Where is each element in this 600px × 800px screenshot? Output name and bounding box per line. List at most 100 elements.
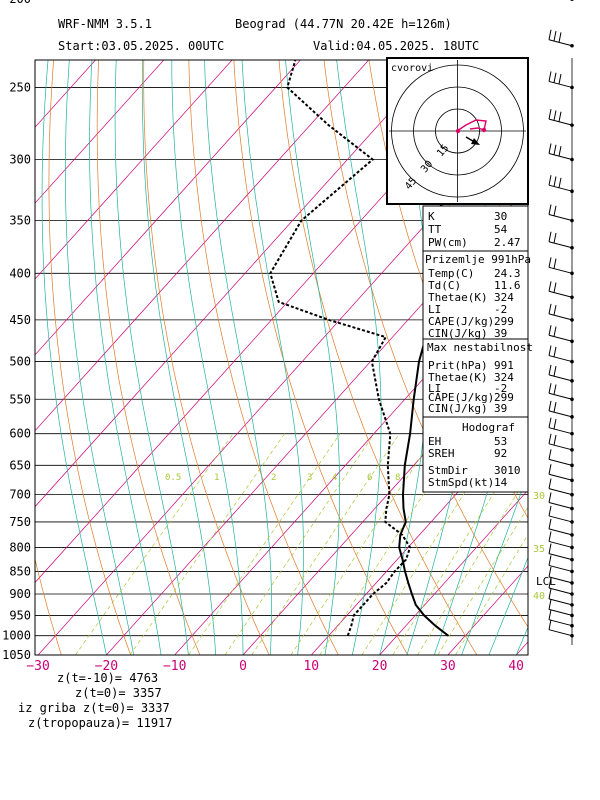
mixing-ratio-label: 1 xyxy=(214,473,219,483)
wind-barb-feather xyxy=(553,346,557,357)
plot-area xyxy=(0,0,528,655)
mixing-ratio-label: 6 xyxy=(367,473,372,483)
index-label: PW(cm) xyxy=(428,236,468,249)
surface-value: 324 xyxy=(494,291,514,304)
temperature-axis: −30 −20 −10 0 10 20 30 40 xyxy=(26,659,524,674)
wind-barb-feather xyxy=(548,619,552,630)
dry-adiabat xyxy=(96,60,201,655)
wind-barb-feather xyxy=(553,402,557,413)
pressure-tick-label: 800 xyxy=(9,540,31,554)
wind-barb-feather xyxy=(558,111,562,122)
temperature-tick-label: 10 xyxy=(303,659,319,674)
isotherm xyxy=(35,60,301,356)
dry-adiabat xyxy=(143,60,270,655)
moist-adiabat xyxy=(41,60,107,655)
mixing-ratio-label: 4 xyxy=(332,473,337,483)
moist-adiabat xyxy=(171,60,244,655)
isotherm xyxy=(379,489,528,655)
wind-barb-feather xyxy=(548,364,552,375)
pressure-tick-label: 450 xyxy=(9,313,31,327)
footer-line: z(t=-10)= 4763 xyxy=(57,671,158,685)
hodobox-value: 14 xyxy=(494,476,508,489)
dry-adiabat xyxy=(35,557,62,655)
pressure-tick-label: 950 xyxy=(9,608,31,622)
maxinst-value: 324 xyxy=(494,371,514,384)
wind-barb-shaft xyxy=(548,619,573,627)
wind-barb-shaft xyxy=(548,334,573,342)
moist-adiabat xyxy=(336,60,382,655)
valid-time: Valid:04.05.2025. 18UTC xyxy=(313,39,479,53)
hodobox-label: EH xyxy=(428,435,441,448)
pressure-tick-label: 250 xyxy=(9,80,31,94)
wind-barb-shaft xyxy=(548,427,573,435)
hodobox-value: 3010 xyxy=(494,464,521,477)
isobars xyxy=(35,87,528,655)
mixing-ratio-label: 8 xyxy=(395,473,400,483)
wind-barb-feather xyxy=(553,232,557,244)
storm-motion-arrowhead xyxy=(471,138,480,145)
wind-barb-feather xyxy=(548,609,552,620)
surface-value: -2 xyxy=(494,303,507,316)
isotherm xyxy=(242,337,528,655)
wind-barb-point xyxy=(570,415,574,419)
mixing-ratio-line xyxy=(251,433,400,655)
wind-barb-feather xyxy=(553,72,557,83)
hodograph-ring xyxy=(413,86,502,176)
wind-barb-point xyxy=(570,0,574,1)
isotherm xyxy=(37,110,528,655)
moist-adiabat xyxy=(114,60,189,655)
wind-barb-feather xyxy=(548,577,552,589)
pressure-axis: 1502002503003504004505005506006507007508… xyxy=(2,0,31,662)
wind-barb-feather xyxy=(548,281,552,292)
wind-barb-shaft xyxy=(548,443,573,451)
indices-box: K 30 TT 54 PW(cm) 2.47 xyxy=(422,205,529,252)
moist-adiabat xyxy=(141,60,217,655)
wind-barb-shaft xyxy=(548,576,573,584)
wind-height-label: 30 xyxy=(533,491,545,502)
isotherm xyxy=(0,0,184,655)
wind-barb-shaft xyxy=(548,502,573,510)
maxinst-label: Prit(hPa) xyxy=(428,359,488,372)
wind-barb-feather xyxy=(548,325,552,336)
wind-barb-feather xyxy=(553,366,557,377)
wind-barb-shaft xyxy=(548,392,573,400)
hodograph-label: cvorovi xyxy=(391,63,433,74)
maxinst-label: Thetae(K) xyxy=(428,371,488,384)
wind-barb-feather xyxy=(553,435,557,446)
mixing-ratio-line xyxy=(129,433,285,655)
wind-barb-feather xyxy=(548,383,552,394)
wind-barb-feather xyxy=(548,400,552,411)
isotherm xyxy=(35,60,370,432)
wind-barb-feather xyxy=(548,566,552,577)
hodograph-params-box: Hodograf EH 53 SREH 92 StmDir 3010 StmSp… xyxy=(422,416,529,493)
model-title: WRF-NMM 3.5.1 xyxy=(58,17,152,31)
dry-adiabat xyxy=(188,60,339,655)
wind-barb-shaft xyxy=(548,118,573,126)
wind-barb-feather xyxy=(553,305,557,316)
hodograph-point xyxy=(455,128,461,134)
mixing-ratio-label: 2 xyxy=(271,473,276,483)
wind-barbs xyxy=(548,0,574,638)
wind-barb-shaft xyxy=(548,214,573,221)
dry-adiabat xyxy=(48,60,132,655)
index-value: 2.47 xyxy=(494,236,521,249)
pressure-tick-label: 650 xyxy=(9,458,31,472)
maxinst-label: CIN(J/kg) xyxy=(428,402,488,415)
moist-adiabat xyxy=(285,60,340,655)
wind-barb-feather xyxy=(548,175,552,186)
wind-barb-feather xyxy=(558,73,562,85)
temperature-tick-label: −10 xyxy=(163,659,186,674)
wind-barb-shaft xyxy=(548,488,573,496)
wind-height-label: 40 xyxy=(533,591,545,602)
wind-barb-point xyxy=(570,506,574,511)
wind-barb-feather xyxy=(558,177,562,188)
surface-value: 24.3 xyxy=(494,267,521,280)
wind-barb-feather xyxy=(548,478,552,489)
wind-barb-point xyxy=(570,431,574,436)
pressure-tick-label: 400 xyxy=(9,266,31,280)
max-instability-box: Max nestabilnost Prit(hPa) 991 Thetae(K)… xyxy=(422,338,533,418)
pressure-tick-label: 900 xyxy=(9,587,31,601)
wind-barb-feather xyxy=(548,518,552,529)
hodograph-ring xyxy=(391,64,524,198)
pressure-tick-label: 550 xyxy=(9,392,31,406)
